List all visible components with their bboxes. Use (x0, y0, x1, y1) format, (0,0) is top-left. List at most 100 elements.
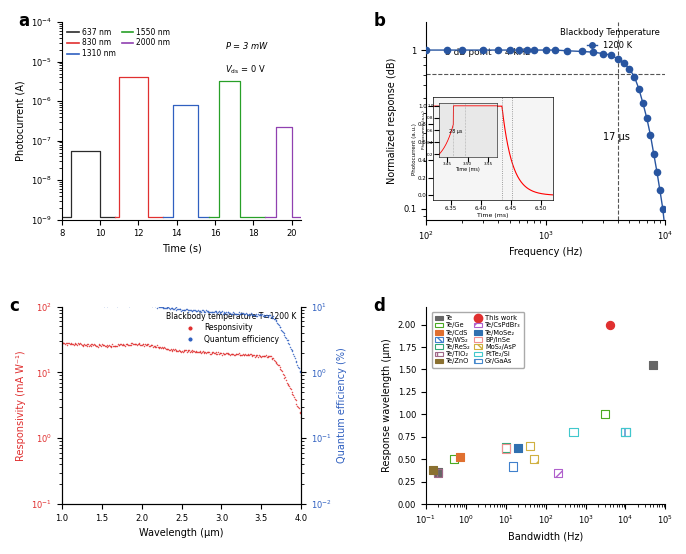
Y-axis label: Quantum efficiency (%): Quantum efficiency (%) (338, 347, 347, 463)
Point (134, 339, 145, 348)
Text: b: b (373, 12, 385, 30)
Point (128, 299, 139, 307)
Text: c: c (9, 297, 19, 315)
Point (167, 345, 178, 354)
Point (223, 307, 234, 316)
Point (102, 341, 113, 350)
Text: 3 dB point ~ 4 kHz: 3 dB point ~ 4 kHz (445, 48, 530, 57)
Point (194, 307, 205, 316)
Point (268, 356, 279, 365)
Point (67, 340, 78, 348)
Point (62, 340, 73, 349)
Point (132, 340, 143, 348)
Point (58, 338, 69, 347)
Point (256, 352, 267, 361)
Point (132, 298, 143, 307)
Point (236, 309, 247, 318)
Point (156, 343, 167, 352)
Point (78, 342, 89, 351)
Point (507, 462, 518, 471)
Point (103, 300, 114, 309)
Point (180, 345, 191, 354)
Point (80, 299, 91, 308)
Point (166, 304, 177, 312)
Point (163, 303, 174, 312)
Point (76, 341, 87, 350)
Y-axis label: Response wavelength (μm): Response wavelength (μm) (382, 338, 392, 472)
Point (182, 346, 193, 355)
Point (139, 299, 150, 308)
Point (272, 320, 283, 329)
Point (255, 310, 266, 319)
Point (73, 340, 84, 348)
Point (620, 428, 631, 437)
Point (189, 346, 200, 355)
Point (174, 304, 185, 313)
Point (93, 341, 104, 350)
Point (263, 352, 274, 361)
Point (106, 341, 117, 350)
Point (114, 341, 125, 350)
Point (144, 341, 155, 350)
Point (193, 306, 204, 315)
Point (57, 297, 68, 306)
Point (175, 304, 186, 313)
Point (247, 311, 258, 320)
Point (246, 351, 257, 360)
Point (122, 299, 133, 308)
Point (280, 333, 291, 342)
Point (149, 342, 160, 351)
Point (208, 347, 219, 356)
Point (199, 306, 210, 315)
Point (93, 300, 104, 309)
Point (200, 306, 211, 315)
Point (276, 325, 287, 334)
Point (213, 347, 224, 356)
Point (290, 396, 301, 405)
Point (265, 352, 276, 361)
Point (191, 306, 202, 315)
Point (108, 341, 119, 350)
Point (143, 299, 154, 308)
Point (71, 339, 82, 348)
Point (248, 310, 259, 319)
Point (110, 300, 121, 309)
Point (95, 341, 106, 350)
Point (220, 350, 230, 358)
Point (154, 342, 165, 351)
Point (118, 340, 129, 349)
Point (153, 302, 164, 311)
Point (132, 340, 143, 349)
Point (126, 339, 137, 348)
Point (279, 329, 289, 337)
Point (185, 306, 196, 315)
Point (177, 306, 188, 315)
Point (171, 346, 182, 355)
Point (150, 342, 161, 351)
Point (71, 298, 82, 307)
Point (88, 340, 99, 349)
Point (283, 380, 294, 389)
Point (296, 371, 307, 380)
Point (169, 346, 180, 355)
Point (151, 342, 162, 351)
Point (113, 299, 123, 308)
Point (156, 343, 167, 352)
Point (174, 346, 185, 355)
Point (274, 361, 285, 370)
Point (214, 308, 225, 317)
Point (123, 341, 134, 350)
Point (215, 348, 226, 357)
Point (148, 341, 159, 350)
Point (176, 307, 187, 316)
Point (188, 347, 199, 356)
Point (528, 455, 539, 464)
Point (114, 300, 125, 309)
Point (217, 348, 228, 357)
Point (153, 343, 164, 352)
Point (191, 306, 202, 315)
Point (138, 340, 149, 348)
Point (165, 346, 176, 355)
Y-axis label: Photocurrent (A): Photocurrent (A) (15, 81, 25, 161)
Point (89, 300, 100, 309)
